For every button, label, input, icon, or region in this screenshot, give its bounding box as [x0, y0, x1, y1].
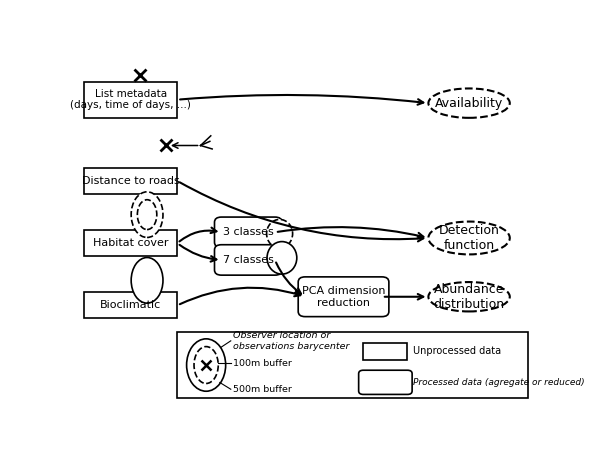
Ellipse shape — [428, 221, 510, 255]
FancyBboxPatch shape — [359, 370, 412, 394]
Text: List metadata
(days, time of days, ...): List metadata (days, time of days, ...) — [70, 89, 191, 110]
Text: PCA dimension
reduction: PCA dimension reduction — [302, 286, 385, 308]
Text: Availability: Availability — [435, 97, 503, 110]
Text: Processed data (agregate or reduced): Processed data (agregate or reduced) — [413, 378, 584, 387]
Ellipse shape — [131, 192, 163, 238]
Text: Distance to roads: Distance to roads — [82, 176, 179, 186]
Ellipse shape — [266, 220, 293, 248]
FancyBboxPatch shape — [84, 292, 178, 318]
Text: Bioclimatic: Bioclimatic — [100, 300, 161, 310]
Ellipse shape — [428, 88, 510, 118]
Ellipse shape — [187, 339, 226, 391]
FancyBboxPatch shape — [215, 245, 282, 275]
Ellipse shape — [267, 242, 297, 274]
FancyBboxPatch shape — [84, 82, 178, 118]
Ellipse shape — [428, 282, 510, 312]
Ellipse shape — [137, 200, 157, 229]
FancyBboxPatch shape — [215, 217, 282, 247]
Text: Habitat cover: Habitat cover — [93, 238, 169, 248]
FancyBboxPatch shape — [84, 230, 178, 256]
Text: Unprocessed data: Unprocessed data — [413, 346, 501, 356]
Text: Detection
function: Detection function — [439, 224, 500, 252]
Text: 7 classes: 7 classes — [223, 255, 274, 265]
Text: 500m buffer: 500m buffer — [233, 385, 292, 394]
Text: Observer location or
observations barycenter: Observer location or observations baryce… — [233, 331, 349, 351]
FancyBboxPatch shape — [178, 332, 529, 398]
Ellipse shape — [131, 258, 163, 303]
Text: 3 classes: 3 classes — [223, 227, 274, 237]
Text: 100m buffer: 100m buffer — [233, 359, 292, 368]
FancyBboxPatch shape — [84, 168, 178, 194]
Text: Abundance
distribution: Abundance distribution — [434, 283, 505, 311]
FancyBboxPatch shape — [298, 277, 389, 317]
Ellipse shape — [194, 347, 218, 383]
FancyBboxPatch shape — [364, 343, 407, 360]
